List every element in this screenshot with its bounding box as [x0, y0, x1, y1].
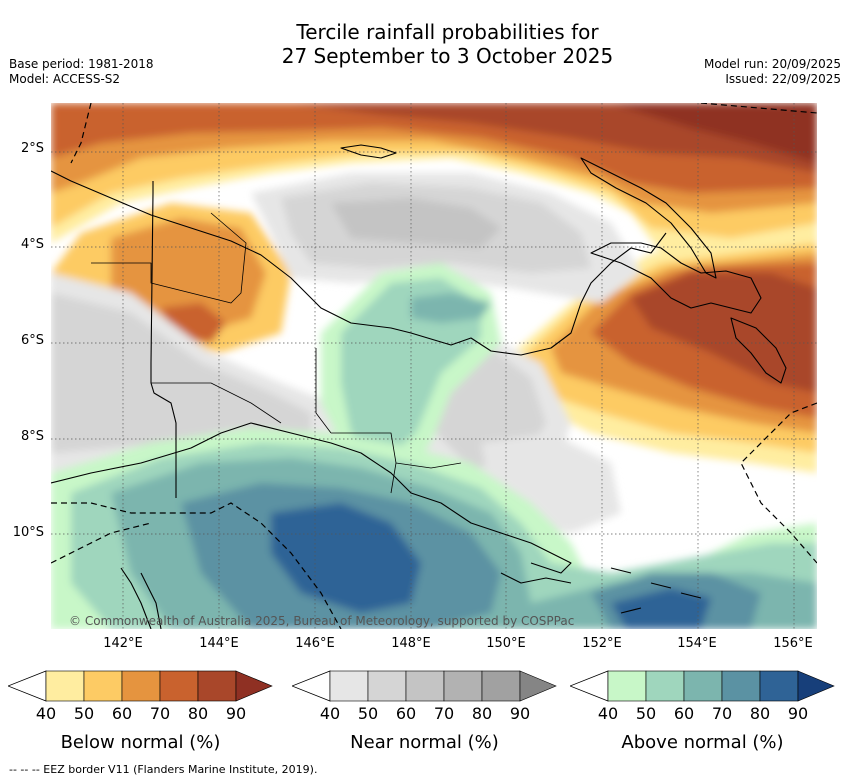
lon-label-148e: 148°E	[391, 636, 431, 651]
cb-above-cell-50	[645, 670, 685, 702]
region-above-50-central	[341, 278, 481, 463]
eez-footnote: -- -- -- EEZ border V11 (Flanders Marine…	[9, 763, 318, 776]
cb-near-tick-70: 70	[433, 704, 455, 723]
probability-shading	[51, 103, 817, 629]
cb-near-tick-40: 40	[319, 704, 341, 723]
cb-below-title: Below normal (%)	[60, 732, 221, 753]
lon-label-146e: 146°E	[295, 636, 335, 651]
cb-below-arrow-high	[235, 670, 273, 702]
cb-near-tick-80: 80	[471, 704, 493, 723]
lon-label-150e: 150°E	[486, 636, 526, 651]
model-run: Model run: 20/09/2025	[703, 57, 841, 71]
probability-map	[51, 103, 817, 629]
cb-above-cell-60	[683, 670, 723, 702]
region-near-60-north	[331, 198, 501, 248]
map-title: Tercile rainfall probabilities for 27 Se…	[0, 20, 850, 68]
colorbar-below	[6, 670, 273, 702]
base-period: Base period: 1981-2018	[9, 57, 154, 71]
eez-border	[51, 103, 817, 629]
cape-york-coast	[120, 567, 162, 629]
province-boundaries	[91, 212, 462, 494]
colorbar-near	[290, 670, 557, 702]
cb-near-cell-70	[443, 670, 483, 702]
new-ireland-coast	[580, 157, 717, 279]
legend-below-normal: 40 50 60 70 80 90 Below normal (%)	[6, 670, 273, 753]
legend-above-normal: 40 50 60 70 80 90 Above normal (%)	[568, 670, 835, 753]
map-panel[interactable]	[51, 103, 817, 629]
region-above-80-southeast	[611, 588, 711, 629]
cb-above-tick-40: 40	[597, 704, 619, 723]
cb-above-tick-60: 60	[673, 704, 695, 723]
lat-label-6s: 6°S	[20, 333, 44, 348]
cb-above-tick-50: 50	[635, 704, 657, 723]
cb-below-cell-80	[197, 670, 237, 702]
issued-date: Issued: 22/09/2025	[725, 72, 841, 86]
lat-label-2s: 2°S	[20, 141, 44, 156]
new-britain-coast	[590, 242, 762, 314]
title-line-2: 27 September to 3 October 2025	[281, 44, 614, 68]
cb-above-cell-80	[759, 670, 799, 702]
lon-label-142e: 142°E	[103, 636, 143, 651]
cb-below-cell-50	[83, 670, 123, 702]
cb-near-tick-50: 50	[357, 704, 379, 723]
title-line-1: Tercile rainfall probabilities for	[296, 20, 599, 44]
bougainville-coast	[730, 317, 787, 384]
cb-above-tick-90: 90	[787, 704, 809, 723]
colorbar-above	[568, 670, 835, 702]
cb-below-tick-70: 70	[149, 704, 171, 723]
lat-label-10s: 10°S	[12, 525, 44, 540]
cb-below-tick-60: 60	[111, 704, 133, 723]
cb-below-tick-90: 90	[225, 704, 247, 723]
cb-above-arrow-high	[797, 670, 835, 702]
model-info: Base period: 1981-2018 Model: ACCESS-S2	[9, 57, 154, 87]
cb-below-tick-50: 50	[73, 704, 95, 723]
cb-near-cell-40	[329, 670, 369, 702]
cb-near-cell-60	[405, 670, 445, 702]
lon-label-144e: 144°E	[199, 636, 239, 651]
legend-near-normal: 40 50 60 70 80 90 Near normal (%)	[290, 670, 557, 753]
cb-below-cell-40	[45, 670, 85, 702]
coastlines	[51, 144, 787, 629]
cb-above-cell-70	[721, 670, 761, 702]
region-above-60-central	[411, 293, 491, 323]
cb-near-cell-80	[481, 670, 521, 702]
lon-label-156e: 156°E	[773, 636, 813, 651]
cb-above-title: Above normal (%)	[621, 732, 784, 753]
cb-near-tick-90: 90	[509, 704, 531, 723]
cb-below-cell-60	[121, 670, 161, 702]
cb-below-cell-70	[159, 670, 199, 702]
cb-above-tick-70: 70	[711, 704, 733, 723]
lat-label-4s: 4°S	[20, 237, 44, 252]
cb-near-arrow-low	[290, 670, 331, 702]
lat-label-8s: 8°S	[20, 429, 44, 444]
cb-above-cell-40	[607, 670, 647, 702]
copyright-notice: © Commonwealth of Australia 2025, Bureau…	[69, 614, 575, 628]
run-info: Model run: 20/09/2025 Issued: 22/09/2025	[704, 57, 841, 87]
cb-below-tick-80: 80	[187, 704, 209, 723]
cb-below-arrow-low	[6, 670, 47, 702]
cb-near-arrow-high	[519, 670, 557, 702]
cb-below-tick-40: 40	[35, 704, 57, 723]
model-name: Model: ACCESS-S2	[9, 72, 121, 86]
southeast-islands	[500, 567, 702, 614]
cb-near-tick-60: 60	[395, 704, 417, 723]
new-guinea-south-coast	[51, 422, 572, 574]
cb-above-tick-80: 80	[749, 704, 771, 723]
cb-above-arrow-low	[568, 670, 609, 702]
lon-label-152e: 152°E	[582, 636, 622, 651]
manus-coast	[340, 144, 397, 159]
region-near-50-west	[51, 293, 311, 453]
cb-near-cell-50	[367, 670, 407, 702]
cb-near-title: Near normal (%)	[350, 732, 499, 753]
region-below-90-north	[611, 103, 817, 163]
region-above-80-south	[271, 503, 421, 613]
lon-label-154e: 154°E	[677, 636, 717, 651]
region-below-80-east	[631, 273, 817, 393]
border-png-indonesia	[150, 181, 177, 498]
new-guinea-north-coast	[51, 170, 667, 356]
